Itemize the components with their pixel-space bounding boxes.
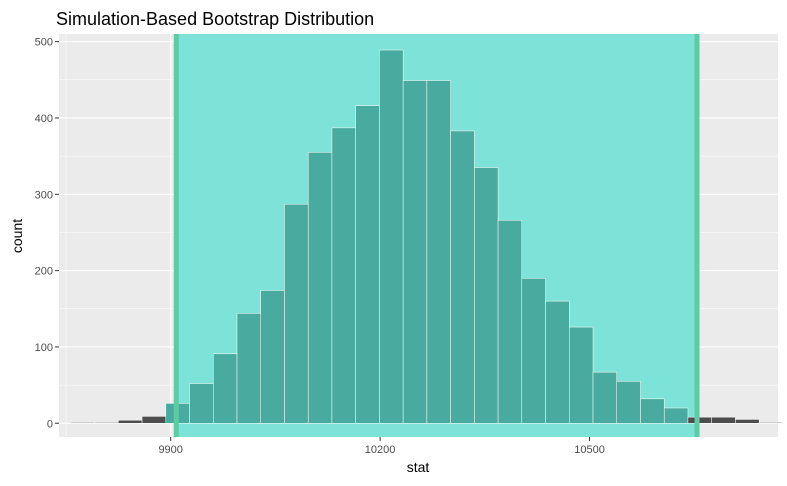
histogram-bar (284, 203, 309, 424)
x-tick-label: 9900 (158, 444, 182, 456)
histogram-bar (402, 80, 428, 424)
y-axis-ticks: 0 100 200 300 400 500 (35, 37, 59, 430)
histogram-bar (735, 419, 760, 424)
confidence-interval-lines (173, 34, 700, 437)
histogram-bar (189, 383, 214, 424)
histogram-bar (616, 381, 641, 424)
histogram-bar (141, 416, 167, 424)
histogram-bar (118, 419, 143, 424)
histogram-bar (663, 407, 689, 424)
histogram-bar (711, 416, 736, 424)
histogram-bar (70, 422, 95, 424)
histogram-bar (260, 290, 285, 424)
x-tick-label: 10500 (574, 444, 605, 456)
histogram-bar (521, 277, 546, 424)
histogram-bar (758, 422, 784, 424)
x-axis-ticks: 9900 10200 10500 (158, 437, 605, 456)
histogram-bar (307, 152, 333, 424)
y-tick-label: 200 (35, 266, 53, 278)
y-tick-label: 100 (35, 342, 53, 354)
histogram-bar (592, 371, 617, 424)
histogram-bar (331, 127, 356, 424)
histogram-bar (355, 105, 380, 424)
histogram-bar (236, 313, 261, 424)
histogram-bar (213, 353, 238, 424)
histogram-bar (497, 219, 523, 424)
histogram-bars (70, 49, 784, 424)
x-tick-label: 10200 (365, 444, 396, 456)
chart-title: Simulation-Based Bootstrap Distribution (56, 9, 374, 29)
histogram-bar (545, 300, 570, 424)
histogram-bar (379, 49, 404, 424)
histogram-bar (687, 416, 712, 424)
y-tick-label: 500 (35, 37, 53, 49)
histogram-bar (474, 167, 499, 424)
y-tick-label: 0 (47, 418, 53, 430)
histogram-bar (569, 326, 594, 424)
y-tick-label: 400 (35, 113, 53, 125)
histogram-bar (450, 130, 475, 424)
y-tick-label: 300 (35, 189, 53, 201)
histogram-bar (426, 80, 451, 424)
y-axis-title: count (9, 219, 25, 253)
histogram-bar (640, 398, 665, 424)
x-axis-title: stat (407, 459, 430, 475)
histogram-bar (94, 422, 119, 424)
